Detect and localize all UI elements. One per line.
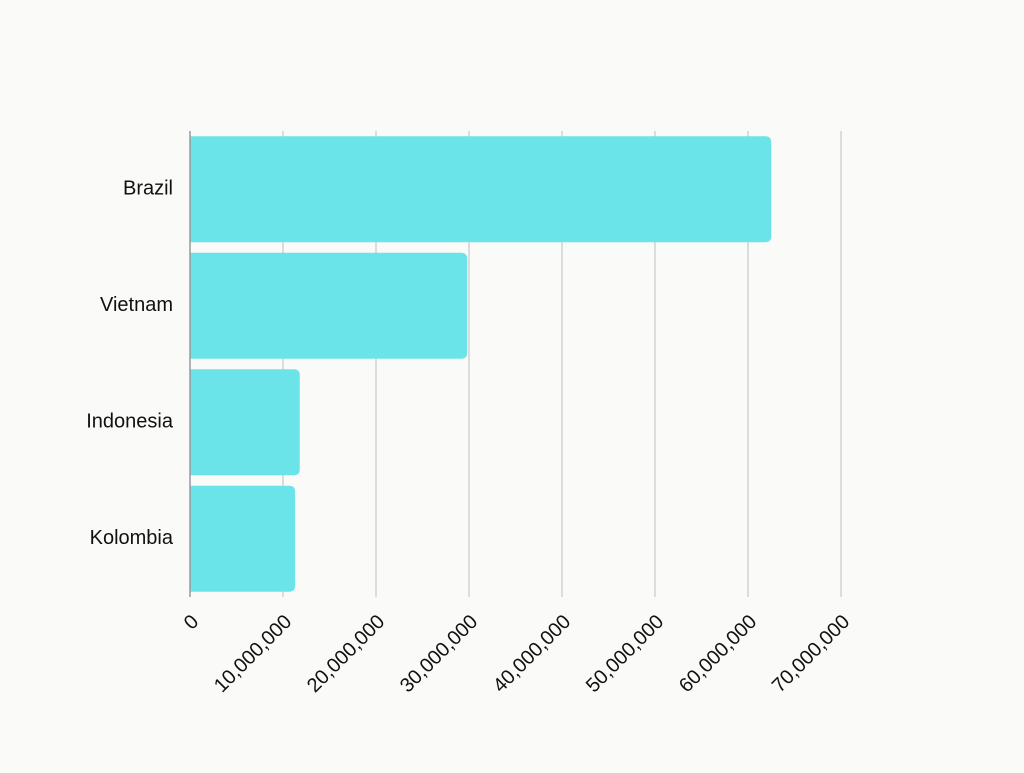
category-labels: Brazil Vietnam Indonesia Kolombia — [86, 178, 174, 550]
x-tick-label: 0 — [180, 611, 203, 634]
category-label: Kolombia — [90, 527, 174, 549]
x-tick-label: 70,000,000 — [768, 611, 854, 697]
x-tick-label: 20,000,000 — [303, 611, 389, 697]
category-label: Indonesia — [86, 411, 174, 433]
bar-brazil — [190, 136, 772, 243]
bar-kolombia — [190, 485, 296, 592]
x-tick-label: 30,000,000 — [396, 611, 482, 697]
bar-indonesia — [190, 369, 300, 476]
bar-vietnam — [190, 252, 468, 359]
x-tick-label: 40,000,000 — [489, 611, 575, 697]
x-tick-label: 50,000,000 — [582, 611, 668, 697]
category-label: Vietnam — [100, 294, 173, 316]
bars — [190, 136, 772, 592]
x-tick-label: 10,000,000 — [210, 611, 296, 697]
x-tick-labels: 0 10,000,000 20,000,000 30,000,000 40,000,00… — [180, 611, 854, 697]
category-label: Brazil — [123, 178, 173, 200]
x-tick-label: 60,000,000 — [675, 611, 761, 697]
